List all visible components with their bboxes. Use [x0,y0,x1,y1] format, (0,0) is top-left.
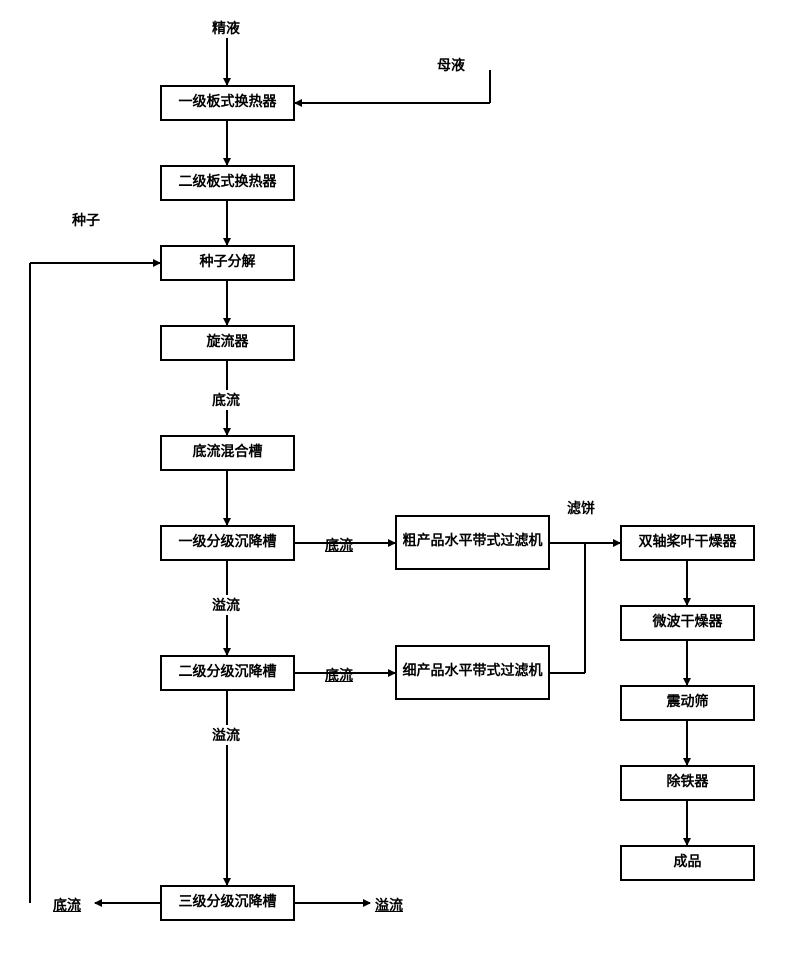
flow-edges [0,0,800,966]
node-set1: 一级分级沉降槽 [160,525,295,561]
node-seed: 种子分解 [160,245,295,281]
node-hx2: 二级板式换热器 [160,165,295,201]
node-shake: 震动筛 [620,685,755,721]
label-yiliu-9: 溢流 [375,895,403,915]
label-diliu-6: 底流 [325,665,353,685]
node-coarse: 粗产品水平带式过滤机 [395,515,550,570]
label-lubing-10: 滤饼 [565,498,597,518]
node-iron: 除铁器 [620,765,755,801]
label-diliu-3: 底流 [210,390,242,410]
node-fine: 细产品水平带式过滤机 [395,645,550,700]
node-mix: 底流混合槽 [160,435,295,471]
label-muye-1: 母液 [435,55,467,75]
label-diliu-8: 底流 [53,895,81,915]
node-dry2: 微波干燥器 [620,605,755,641]
node-set2: 二级分级沉降槽 [160,655,295,691]
label-zhongzi-2: 种子 [70,210,102,230]
label-yiliu-5: 溢流 [210,595,242,615]
node-hx1: 一级板式换热器 [160,85,295,121]
node-set3: 三级分级沉降槽 [160,885,295,921]
label-diliu-4: 底流 [325,535,353,555]
node-cyc: 旋流器 [160,325,295,361]
label-jingye-0: 精液 [210,18,242,38]
node-dry1: 双轴桨叶干燥器 [620,525,755,561]
label-yiliu-7: 溢流 [210,725,242,745]
node-prod: 成品 [620,845,755,881]
